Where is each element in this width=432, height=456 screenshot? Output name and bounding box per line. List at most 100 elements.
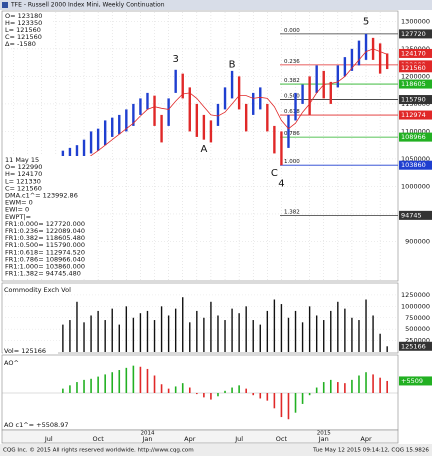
x-tick-label: Jul (44, 435, 53, 443)
details-line: EWM= 0 (5, 199, 33, 207)
price-box (399, 160, 432, 170)
price-bar (308, 76, 311, 115)
price-bar (230, 70, 234, 99)
y-tick-label: 1200000 (401, 72, 430, 80)
wave-label: 4 (278, 179, 284, 190)
details-line: H= 124170 (5, 170, 42, 178)
footer-right: Tue May 12 2015 09:14:12, CQG 15.9826 (312, 448, 429, 454)
details-line: C= 121560 (5, 184, 42, 192)
panel-readout: AO c1^= +5508.97 (4, 421, 69, 429)
price-bar (259, 87, 262, 110)
y-tick-label: 1000000 (401, 302, 430, 310)
price-bar (209, 120, 213, 143)
price-bar (96, 128, 100, 151)
panel-title: AO^ (4, 359, 19, 367)
y-tick-label: 1100000 (401, 127, 430, 135)
quote-box (3, 12, 51, 48)
details-box (3, 156, 97, 279)
wave-label: 5 (363, 16, 369, 27)
title-bar (0, 0, 432, 10)
quote-line: L= 121560 (5, 26, 41, 34)
price-box-label: 112974 (401, 111, 426, 119)
details-line: FR1:1.382= 94745.480 (5, 270, 81, 278)
fib-ratio: 0.236 (284, 59, 300, 65)
x-tick-label: Jul (234, 435, 243, 443)
price-bar (174, 69, 177, 93)
y-tick-label: 900000 (405, 237, 430, 245)
price-bar (237, 76, 241, 110)
fib-ratio: 0.000 (284, 28, 300, 34)
price-bar (202, 114, 206, 140)
wave-label: C (271, 168, 278, 179)
y-tick-label: 1250000 (401, 45, 430, 53)
x-tick-label: Oct (276, 435, 288, 443)
price-box (399, 29, 432, 39)
price-bar (82, 139, 86, 159)
y-tick-label: 1300000 (401, 17, 430, 25)
year-label: 2014 (140, 431, 154, 437)
x-tick-label: Apr (360, 435, 372, 443)
price-panel (1, 10, 399, 282)
price-bar (244, 103, 248, 132)
details-line: FR1:0.236= 122089.040 (5, 227, 85, 235)
details-line: EWPT|= (5, 213, 31, 221)
price-bar (188, 87, 191, 132)
price-bar (315, 65, 318, 93)
quote-line: C= 121560 (5, 33, 42, 41)
price-bar (273, 125, 276, 154)
details-line: O= 122990 (5, 163, 42, 171)
price-box (399, 63, 432, 73)
price-box (399, 48, 432, 58)
price-bar (280, 131, 283, 166)
price-box-label: 103860 (401, 161, 426, 169)
price-bar (287, 114, 290, 148)
details-line: FR1:1.000= 103860.000 (5, 263, 85, 271)
price-box (399, 110, 432, 120)
fib-ratio: 1.382 (284, 209, 300, 215)
price-box-label: 127720 (401, 30, 426, 38)
details-line: L= 121330 (5, 177, 41, 185)
panel-title: Commodity Exch Vol (4, 286, 71, 294)
price-bar (139, 98, 142, 115)
price-bar (125, 109, 128, 132)
panel-readout: Vol= 125166 (4, 347, 46, 355)
fib-ratio: 0.500 (284, 94, 300, 100)
details-line: EWI= 0 (5, 206, 29, 214)
fib-ratio: 1.000 (284, 159, 300, 165)
price-bar (336, 65, 340, 88)
moving-average (76, 48, 388, 165)
price-bar (364, 33, 368, 60)
price-bar (160, 114, 163, 143)
price-bar (266, 103, 269, 132)
x-tick-label: Jan (318, 435, 329, 443)
price-bar (216, 103, 220, 126)
footer-left: CQG Inc. © 2015 All rights reserved worl… (3, 447, 194, 454)
price-bar (252, 92, 255, 115)
price-bar (329, 81, 332, 104)
price-bar (103, 120, 107, 146)
price-bar (118, 114, 121, 135)
details-line: 11 May 15 (5, 156, 39, 164)
chart-layer: 1300000125000012000001150000110000010500… (2, 12, 432, 443)
price-bar (301, 84, 304, 104)
x-tick-label: Apr (184, 435, 196, 443)
price-bar (75, 145, 79, 165)
price-bar (385, 53, 389, 70)
price-bar (146, 92, 149, 110)
window-title: TFE - Russell 2000 Index Mini, Weekly Co… (10, 2, 165, 9)
y-tick-label: 500000 (405, 325, 430, 333)
x-tick-label: Jan (141, 435, 152, 443)
price-box (399, 341, 432, 351)
wave-label: 3 (172, 54, 178, 65)
x-tick-label: Oct (93, 435, 105, 443)
price-bar (167, 98, 170, 126)
price-bar (357, 40, 361, 66)
details-line: DMA.c1^= 123992.86 (5, 192, 78, 200)
price-bar (195, 103, 199, 137)
details-line: FR1:0.000= 127720.000 (5, 220, 85, 228)
price-box-label: 124170 (401, 49, 426, 57)
price-box (399, 376, 432, 386)
price-box-label: 94745 (401, 211, 422, 219)
volume-panel (1, 282, 399, 354)
quote-line: Δ= -1580 (5, 40, 36, 48)
